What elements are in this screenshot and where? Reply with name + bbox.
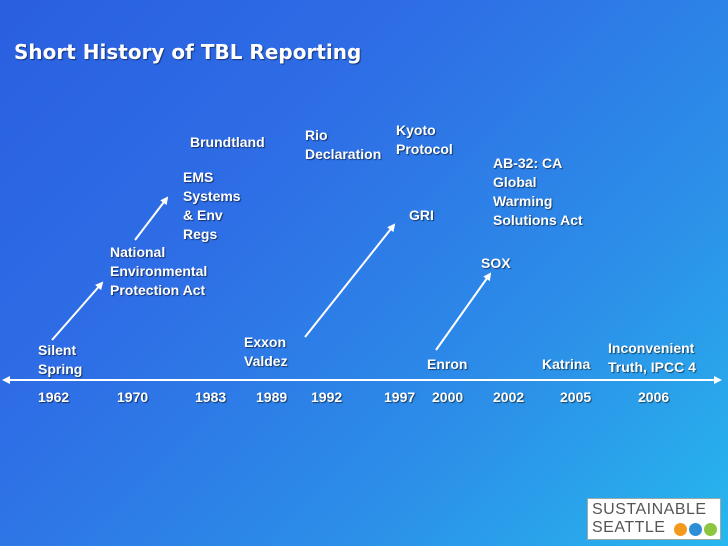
logo-dot-green [704,523,717,536]
event-enron: Enron [427,356,468,372]
event-sox: SOX [481,255,511,271]
year-label: 1989 [256,389,288,405]
arrow-enron-to-sox [435,272,492,351]
year-label: 2006 [638,389,670,405]
logo-line-2: SEATTLE [592,519,666,536]
event-rio-declaration: Rio Declaration [305,127,382,162]
year-label: 2000 [432,389,464,405]
logo-dot-orange [674,523,687,536]
year-label: 1970 [117,389,149,405]
event-ems: EMS Systems & Env Regs [183,169,241,242]
year-label: 1962 [38,389,70,405]
logo-dot-blue [689,523,702,536]
year-label: 1997 [384,389,416,405]
arrow-silent-spring-to-nepa [51,281,104,341]
year-label: 2002 [493,389,525,405]
arrow-exxon-to-gri [304,223,396,338]
event-kyoto-protocol: Kyoto Protocol [396,122,453,157]
event-exxon-valdez: Exxon Valdez [244,334,288,369]
year-label: 2005 [560,389,592,405]
event-brundtland: Brundtland [190,134,265,150]
year-label: 1983 [195,389,227,405]
slide-title: Short History of TBL Reporting [14,40,362,64]
arrow-nepa-to-ems [134,196,169,241]
event-gri: GRI [409,207,434,223]
logo-line-1: SUSTAINABLE [592,501,707,518]
event-ab32: AB-32: CA Global Warming Solutions Act [493,155,583,228]
event-katrina: Katrina [542,356,591,372]
event-nepa: National Environmental Protection Act [110,244,208,298]
event-inconvenient-truth: Inconvenient Truth, IPCC 4 [608,340,696,375]
sustainable-seattle-logo: SUSTAINABLE SEATTLE [587,498,721,540]
event-silent-spring: Silent Spring [38,342,83,377]
year-label: 1992 [311,389,343,405]
